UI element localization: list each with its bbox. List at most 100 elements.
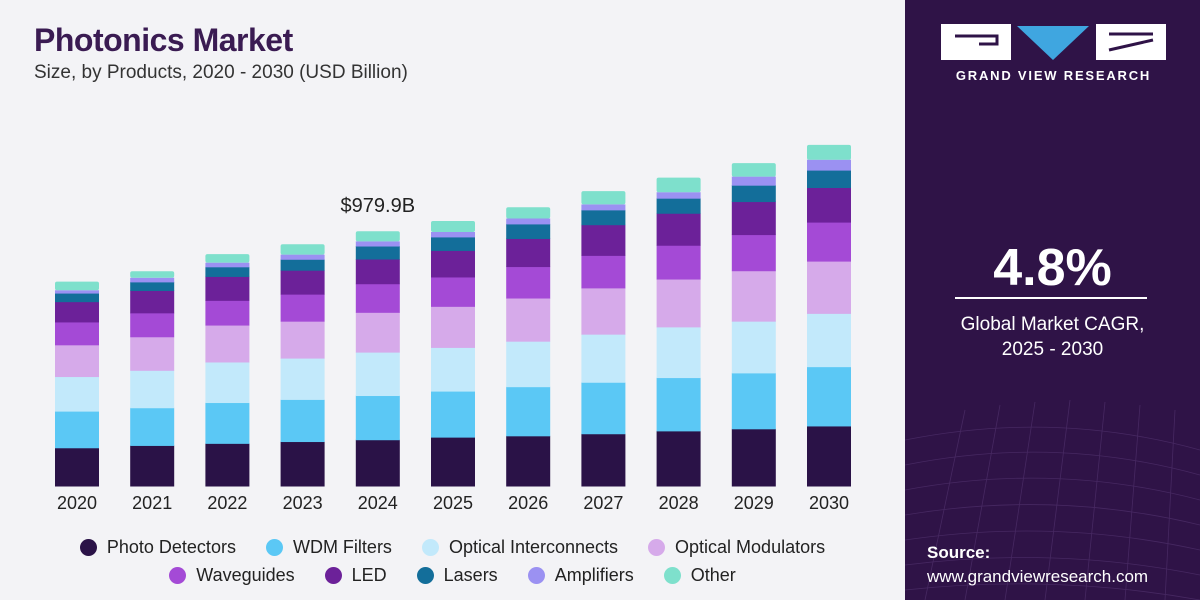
bar-segment-wdm-filters-2023: [280, 399, 325, 443]
bar-segment-photo-detectors-2030: [807, 425, 851, 487]
bar-segment-optical-interconnects-2025: [431, 347, 475, 392]
bar-stack-2023: [280, 244, 325, 487]
bar-segment-optical-modulators-2021: [130, 336, 175, 371]
bar-segment-optical-modulators-2020: [55, 344, 99, 378]
bar-segment-photo-detectors-2020: [55, 447, 99, 487]
bar-segment-amplifiers-2020: [55, 290, 99, 294]
bar-stack-2028: [656, 177, 701, 487]
source-label: Source:: [927, 543, 991, 562]
bar-segment-other-2024: [355, 231, 400, 242]
bar-segment-lasers-2022: [205, 266, 250, 277]
bar-stack-2024: [355, 231, 400, 487]
bar-segment-photo-detectors-2026: [506, 435, 551, 487]
bar-segment-other-2025: [431, 221, 475, 232]
bar-stack-2020: [55, 281, 99, 487]
bar-segment-lasers-2029: [731, 185, 776, 203]
bar-segment-amplifiers-2026: [506, 218, 551, 225]
legend-label: Amplifiers: [554, 565, 634, 585]
bar-segment-led-2021: [130, 290, 175, 314]
bar-stack-2030: [807, 144, 851, 487]
legend-item-waveguides: Waveguides: [169, 565, 295, 586]
x-tick-label: 2029: [734, 493, 774, 513]
bar-segment-other-2028: [656, 177, 701, 193]
bar-segment-other-2030: [807, 144, 851, 160]
bar-segment-amplifiers-2021: [130, 277, 175, 283]
x-tick-label: 2020: [57, 493, 97, 513]
bar-segment-lasers-2025: [431, 236, 475, 251]
bar-segment-optical-modulators-2025: [431, 306, 475, 348]
bar-segment-photo-detectors-2028: [656, 430, 701, 487]
bar-segment-lasers-2030: [807, 170, 851, 189]
bar-stack-2022: [205, 254, 250, 487]
bar-segment-waveguides-2030: [807, 222, 851, 262]
legend-row-1: Photo Detectors WDM Filters Optical Interc…: [0, 537, 905, 558]
legend-swatch: [663, 567, 681, 584]
brand-logo: GRAND VIEW RESEARCH: [941, 24, 1166, 83]
bar-segment-led-2020: [55, 301, 99, 323]
x-tick-label: 2028: [659, 493, 699, 513]
bar-segment-waveguides-2024: [355, 283, 400, 313]
chart-title: Photonics Market: [34, 22, 293, 58]
bar-segment-optical-interconnects-2030: [807, 313, 851, 368]
cagr-divider: [955, 297, 1147, 299]
bar-segment-photo-detectors-2029: [731, 428, 776, 487]
bar-segment-other-2026: [506, 207, 551, 219]
cagr-label-line-2: 2025 - 2030: [1001, 339, 1104, 360]
bar-segment-led-2023: [280, 270, 325, 295]
cagr-label-line-1: Global Market CAGR,: [960, 314, 1145, 335]
legend-label: Waveguides: [196, 565, 295, 585]
legend-label: Photo Detectors: [106, 537, 236, 557]
legend-row-2: Waveguides LED Lasers Amplifiers Other: [0, 565, 905, 586]
bar-segment-optical-modulators-2026: [506, 298, 551, 342]
legend-item-lasers: Lasers: [416, 565, 498, 586]
bar-segment-optical-modulators-2024: [355, 312, 400, 353]
bar-segment-amplifiers-2024: [355, 241, 400, 247]
bar-segment-waveguides-2026: [506, 266, 551, 299]
bar-stack-2021: [130, 271, 175, 487]
legend-swatch: [79, 539, 97, 556]
bar-segment-optical-modulators-2027: [581, 287, 626, 335]
legend-label: Optical Interconnects: [448, 537, 619, 557]
bar-segment-photo-detectors-2021: [130, 445, 175, 487]
bar-segment-wdm-filters-2028: [656, 377, 701, 432]
legend-label: Optical Modulators: [675, 537, 826, 557]
bar-stack-2025: [431, 221, 475, 487]
legend-label: Lasers: [443, 565, 498, 585]
bar-segment-photo-detectors-2024: [355, 439, 400, 487]
bar-segment-optical-modulators-2023: [280, 321, 325, 359]
bar-segment-amplifiers-2023: [280, 254, 325, 260]
bar-segment-lasers-2020: [55, 293, 99, 303]
bar-segment-wdm-filters-2021: [130, 407, 175, 446]
x-tick-label: 2025: [433, 493, 473, 513]
legend-label: Other: [690, 565, 736, 585]
bar-segment-optical-interconnects-2022: [205, 361, 250, 404]
source-link[interactable]: www.grandviewresearch.com: [927, 567, 1149, 586]
bar-stack-2027: [581, 191, 626, 487]
legend-item-photo-detectors: Photo Detectors: [79, 537, 236, 558]
bar-segment-wdm-filters-2025: [431, 391, 475, 438]
chart-area: Photonics Market Size, by Products, 2020…: [0, 22, 905, 586]
cagr-value: 4.8%: [993, 239, 1112, 297]
bar-segment-wdm-filters-2027: [581, 382, 626, 435]
bar-segment-photo-detectors-2027: [581, 433, 626, 487]
legend-swatch: [527, 567, 545, 584]
logo-icon: [941, 24, 1166, 60]
bar-stack-2029: [731, 163, 776, 487]
x-tick-label: 2021: [132, 493, 172, 513]
bar-segment-led-2026: [506, 238, 551, 268]
bar-segment-wdm-filters-2026: [506, 386, 551, 437]
bar-segment-optical-modulators-2030: [807, 261, 851, 314]
bar-segment-lasers-2027: [581, 209, 626, 226]
bar-segment-optical-modulators-2022: [205, 325, 250, 363]
bar-segment-amplifiers-2030: [807, 159, 851, 171]
bar-segment-lasers-2023: [280, 259, 325, 271]
bar-segment-waveguides-2021: [130, 312, 175, 338]
bar-segment-wdm-filters-2029: [731, 372, 776, 430]
chart-subtitle: Size, by Products, 2020 - 2030 (USD Bill…: [34, 62, 408, 83]
bar-segment-lasers-2026: [506, 223, 551, 239]
bar-segment-optical-modulators-2029: [731, 270, 776, 322]
bar-segment-optical-interconnects-2026: [506, 341, 551, 388]
bar-segment-waveguides-2020: [55, 321, 99, 346]
bar-segment-led-2025: [431, 250, 475, 278]
bar-segment-led-2022: [205, 276, 250, 301]
